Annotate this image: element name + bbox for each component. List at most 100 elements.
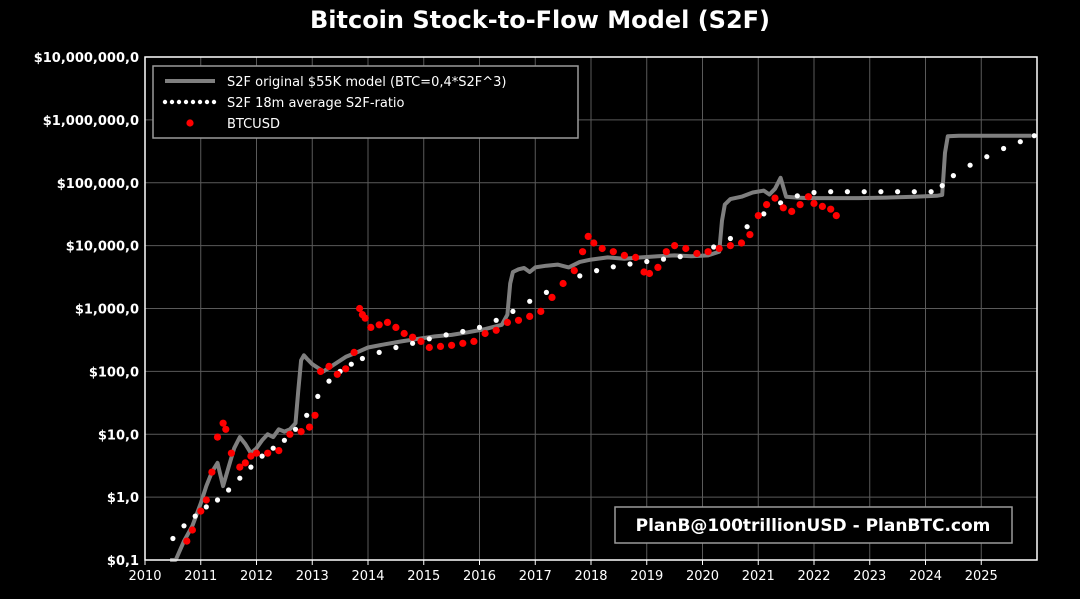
btcusd-point	[654, 263, 662, 271]
btcusd-point	[227, 449, 235, 457]
btcusd-point	[241, 459, 249, 467]
s2f-average-point	[443, 332, 449, 338]
series-dots	[183, 193, 840, 545]
x-tick-label: 2018	[574, 569, 607, 584]
s2f-average-point	[1017, 139, 1023, 145]
btcusd-point	[361, 314, 369, 322]
btcusd-point	[526, 312, 534, 320]
s2f-average-point	[610, 264, 616, 270]
s2f-average-point	[460, 328, 466, 335]
series-layer	[170, 133, 1037, 562]
btcusd-point	[188, 526, 196, 534]
s2f-average-point	[761, 211, 767, 217]
btcusd-point	[704, 248, 712, 256]
btcusd-point	[400, 329, 408, 338]
btcusd-point	[645, 269, 654, 278]
s2f-average-point	[304, 412, 310, 418]
btcusd-point	[609, 248, 617, 256]
btcusd-point	[213, 433, 222, 441]
s2f-average-point	[192, 513, 198, 519]
btcusd-point	[763, 201, 771, 209]
y-tick-label: $10,000,000,0	[34, 51, 139, 66]
y-axis-ticks: $0,1 $1,0 $10,0 $100,0 $1,000,0 $10,000,0 $100…	[34, 51, 139, 569]
btcusd-point	[436, 342, 445, 350]
btcusd-point	[219, 419, 227, 427]
btcusd-point	[252, 449, 261, 457]
s2f-average-point	[359, 355, 365, 362]
btcusd-point	[342, 365, 350, 373]
btcusd-point	[620, 251, 629, 259]
x-tick-label: 2022	[797, 569, 830, 584]
y-tick-label: $1,000,000,0	[43, 114, 139, 129]
btcusd-point	[726, 242, 735, 250]
s2f-average-point	[660, 256, 667, 262]
btcusd-point	[662, 248, 670, 256]
btcusd-point	[788, 207, 796, 215]
btcusd-point	[305, 423, 314, 431]
x-tick-label: 2014	[351, 569, 384, 584]
legend-dot-swatch	[211, 99, 217, 105]
s2f-model-line	[170, 133, 1032, 562]
s2f-average-point	[326, 378, 332, 384]
btcusd-point	[779, 204, 787, 212]
s2f-average-point	[292, 426, 299, 432]
x-tick-label: 2020	[686, 569, 719, 584]
s2f-average-point	[594, 268, 600, 274]
btcusd-point	[715, 244, 723, 253]
btcusd-point	[514, 316, 523, 324]
s2f-average-point	[315, 393, 321, 399]
s2f-average-point	[376, 349, 382, 355]
legend-dot-swatch	[204, 99, 210, 105]
s2f-average-point	[878, 189, 884, 195]
btcusd-point	[671, 242, 679, 250]
s2f-average-point	[203, 504, 209, 510]
s2f-average-point	[226, 487, 232, 493]
legend-dot-swatch	[162, 99, 168, 105]
btcusd-point	[492, 326, 500, 334]
s2f-average-point	[984, 154, 990, 160]
s2f-average-point	[711, 244, 717, 250]
s2f-average-point	[677, 254, 683, 260]
s2f-average-point	[181, 523, 187, 529]
s2f-average-point	[259, 453, 265, 459]
x-tick-label: 2011	[184, 569, 217, 584]
s2f-average-point	[348, 361, 354, 367]
legend-dot-swatch	[176, 99, 182, 105]
s2f-average-point	[426, 336, 432, 342]
btcusd-point	[771, 194, 779, 202]
s2f-average-point	[410, 340, 416, 346]
btcusd-point	[208, 468, 216, 476]
btcusd-point	[810, 199, 818, 207]
btcusd-point	[425, 343, 433, 352]
s2f-average-point	[543, 289, 550, 295]
y-tick-label: $10,0	[98, 428, 139, 443]
btcusd-point	[236, 463, 244, 471]
legend-box	[152, 65, 579, 139]
s2f-average-point	[493, 317, 499, 323]
s2f-average-point	[644, 258, 650, 265]
x-tick-label: 2025	[965, 569, 998, 584]
btcusd-point	[202, 496, 210, 504]
btcusd-point	[392, 323, 400, 331]
s2f-average-point	[248, 464, 254, 470]
btcusd-point	[590, 239, 598, 247]
btcusd-point	[640, 268, 648, 276]
x-tick-label: 2023	[853, 569, 886, 584]
btcusd-point	[375, 321, 383, 329]
btcusd-point	[693, 249, 701, 258]
s2f-average-point	[950, 173, 957, 179]
s2f-average-point	[811, 189, 817, 196]
legend-dot-swatch	[169, 99, 175, 105]
x-tick-label: 2015	[407, 569, 440, 584]
credit-label: PlanB@100trillionUSD - PlanBTC.com	[636, 516, 991, 536]
s2f-average-point	[170, 535, 176, 542]
series-dotted-line	[170, 133, 1037, 542]
s2f-average-point	[627, 261, 633, 267]
btcusd-point	[417, 337, 425, 345]
x-axis-ticks: 2010 2011 2012 2013 2014 2015 2016 2017 2018 2019…	[128, 560, 998, 584]
x-tick-label: 2024	[909, 569, 942, 584]
btcusd-point	[746, 231, 754, 239]
btcusd-point	[325, 362, 333, 370]
y-tick-label: $100,000,0	[57, 177, 139, 192]
y-tick-label: $10,000,0	[66, 240, 139, 255]
